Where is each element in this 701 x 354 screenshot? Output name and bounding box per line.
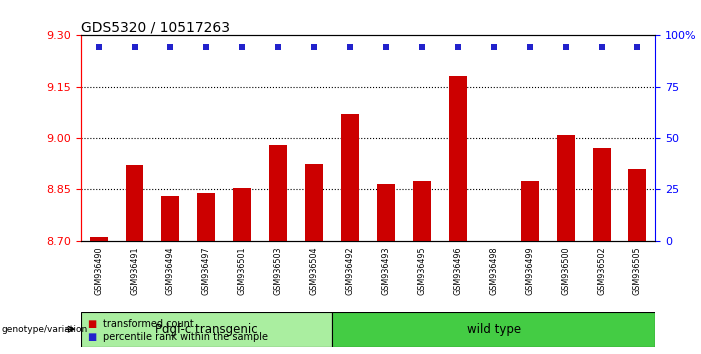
Text: percentile rank within the sample: percentile rank within the sample [103, 332, 268, 342]
Bar [449, 76, 467, 241]
Bar [233, 188, 251, 241]
Bar [521, 181, 538, 241]
Text: GSM936493: GSM936493 [381, 246, 390, 295]
Text: GSM936504: GSM936504 [310, 246, 319, 295]
Text: GSM936490: GSM936490 [94, 246, 103, 295]
Text: Pdgf-c transgenic: Pdgf-c transgenic [155, 323, 258, 336]
Text: wild type: wild type [467, 323, 521, 336]
Bar [341, 114, 359, 241]
Text: GSM936505: GSM936505 [633, 246, 642, 295]
Bar [125, 165, 144, 241]
Bar [305, 164, 323, 241]
Text: GSM936491: GSM936491 [130, 246, 139, 295]
Text: ■: ■ [88, 319, 97, 329]
Text: GSM936500: GSM936500 [561, 246, 570, 295]
Text: GSM936499: GSM936499 [525, 246, 534, 295]
Bar [90, 237, 107, 241]
Bar [81, 312, 332, 347]
Bar [198, 193, 215, 241]
Text: GSM936492: GSM936492 [346, 246, 355, 295]
Bar [413, 181, 431, 241]
Text: GDS5320 / 10517263: GDS5320 / 10517263 [81, 20, 230, 34]
Text: genotype/variation: genotype/variation [1, 325, 88, 334]
Bar [332, 312, 655, 347]
Text: GSM936494: GSM936494 [166, 246, 175, 295]
Bar [269, 145, 287, 241]
Bar [557, 135, 575, 241]
Text: GSM936498: GSM936498 [489, 246, 498, 295]
Text: GSM936501: GSM936501 [238, 246, 247, 295]
Text: GSM936495: GSM936495 [417, 246, 426, 295]
Bar [629, 169, 646, 241]
Text: GSM936497: GSM936497 [202, 246, 211, 295]
Text: GSM936496: GSM936496 [454, 246, 463, 295]
Bar [161, 196, 179, 241]
Text: ■: ■ [88, 332, 97, 342]
Bar [377, 184, 395, 241]
Text: GSM936503: GSM936503 [273, 246, 283, 295]
Text: GSM936502: GSM936502 [597, 246, 606, 295]
Bar [592, 148, 611, 241]
Text: transformed count: transformed count [103, 319, 193, 329]
